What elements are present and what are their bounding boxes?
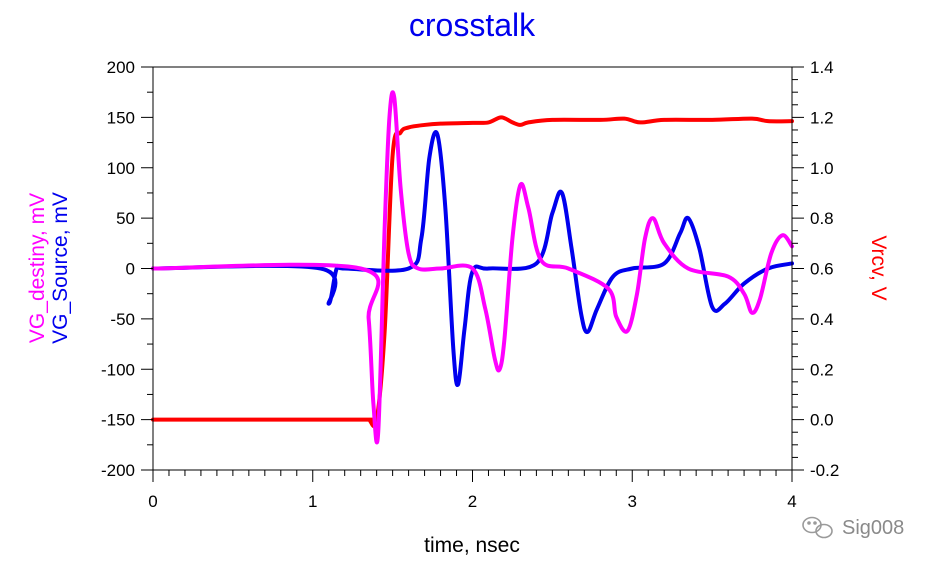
right-tick-label: -0.2 <box>810 461 839 480</box>
x-tick-label: 1 <box>308 492 317 511</box>
x-tick-label: 2 <box>468 492 477 511</box>
vg-source-series-line <box>151 130 794 388</box>
right-tick-label: 0.2 <box>810 360 834 379</box>
left-tick-label: -50 <box>110 310 135 329</box>
watermark-text: Sig008 <box>842 517 904 539</box>
right-tick-label: 0.8 <box>810 209 834 228</box>
right-tick-label: 1.0 <box>810 159 834 178</box>
y-axis-label-destiny: VG_destiny, mV <box>26 193 49 343</box>
left-tick-label: 150 <box>107 108 135 127</box>
x-tick-label: 4 <box>787 492 796 511</box>
left-tick-label: -200 <box>101 461 135 480</box>
series-layer <box>151 90 794 445</box>
right-tick-label: 0.6 <box>810 260 834 279</box>
vg-destiny-series-line <box>151 90 794 445</box>
x-axis-ticks: 0 1 2 3 4 <box>148 470 797 511</box>
y-axis-label-right: Vrcv, V <box>867 235 890 300</box>
left-tick-label: -100 <box>101 360 135 379</box>
left-axis-ticks: 200 150 100 50 0 -50 -100 -150 -200 <box>101 58 153 480</box>
right-tick-label: 1.4 <box>810 58 834 77</box>
y-axis-label-source: VG_Source, mV <box>49 192 72 344</box>
left-tick-label: 100 <box>107 159 135 178</box>
chart-title: crosstalk <box>409 7 536 43</box>
right-axis-ticks: 1.4 1.2 1.0 0.8 0.6 0.4 0.2 0.0 -0.2 <box>792 58 839 480</box>
left-tick-label: -150 <box>101 411 135 430</box>
left-tick-label: 50 <box>116 209 135 228</box>
x-tick-label: 0 <box>148 492 157 511</box>
right-tick-label: 0.4 <box>810 310 834 329</box>
right-tick-label: 1.2 <box>810 108 834 127</box>
x-tick-label: 3 <box>628 492 637 511</box>
left-tick-label: 200 <box>107 58 135 77</box>
left-tick-label: 0 <box>126 260 135 279</box>
watermark: Sig008 <box>802 516 904 539</box>
x-axis-label: time, nsec <box>424 534 520 557</box>
wechat-icon <box>802 516 833 539</box>
right-tick-label: 0.0 <box>810 411 834 430</box>
